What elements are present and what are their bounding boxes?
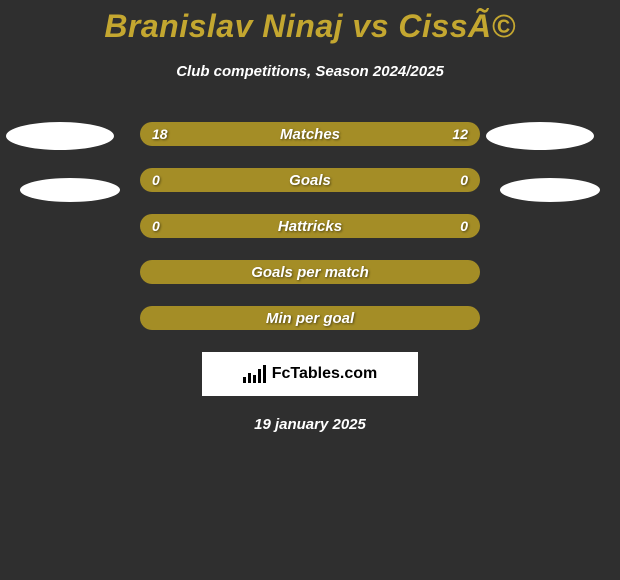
- stat-label: Goals: [289, 172, 331, 189]
- stat-row-goals-per-match: Goals per match: [140, 260, 480, 284]
- player-right-ellipse-top: [486, 122, 594, 150]
- bar-chart-icon: [243, 365, 266, 383]
- stat-label: Matches: [280, 126, 340, 143]
- stat-row-matches: 18 Matches 12: [140, 122, 480, 146]
- player-left-ellipse-top: [6, 122, 114, 150]
- player-right-ellipse-mid: [500, 178, 600, 202]
- player-left-ellipse-mid: [20, 178, 120, 202]
- stat-row-min-per-goal: Min per goal: [140, 306, 480, 330]
- fctables-logo: FcTables.com: [243, 365, 378, 383]
- footer-brand-text: FcTables.com: [272, 365, 378, 383]
- stat-right-value: 12: [452, 126, 468, 142]
- stat-label: Goals per match: [251, 264, 369, 281]
- stat-right-value: 0: [460, 172, 468, 188]
- stat-row-hattricks: 0 Hattricks 0: [140, 214, 480, 238]
- stat-left-value: 0: [152, 172, 160, 188]
- date-label: 19 january 2025: [0, 416, 620, 433]
- stat-label: Min per goal: [266, 310, 354, 327]
- footer-attribution: FcTables.com: [202, 352, 418, 396]
- stat-left-value: 18: [152, 126, 168, 142]
- stats-container: 18 Matches 12 0 Goals 0 0 Hattricks 0 Go…: [0, 122, 620, 330]
- subtitle: Club competitions, Season 2024/2025: [0, 63, 620, 80]
- page-title: Branislav Ninaj vs CissÃ©: [0, 0, 620, 45]
- stat-label: Hattricks: [278, 218, 342, 235]
- stat-left-value: 0: [152, 218, 160, 234]
- stat-row-goals: 0 Goals 0: [140, 168, 480, 192]
- stat-right-value: 0: [460, 218, 468, 234]
